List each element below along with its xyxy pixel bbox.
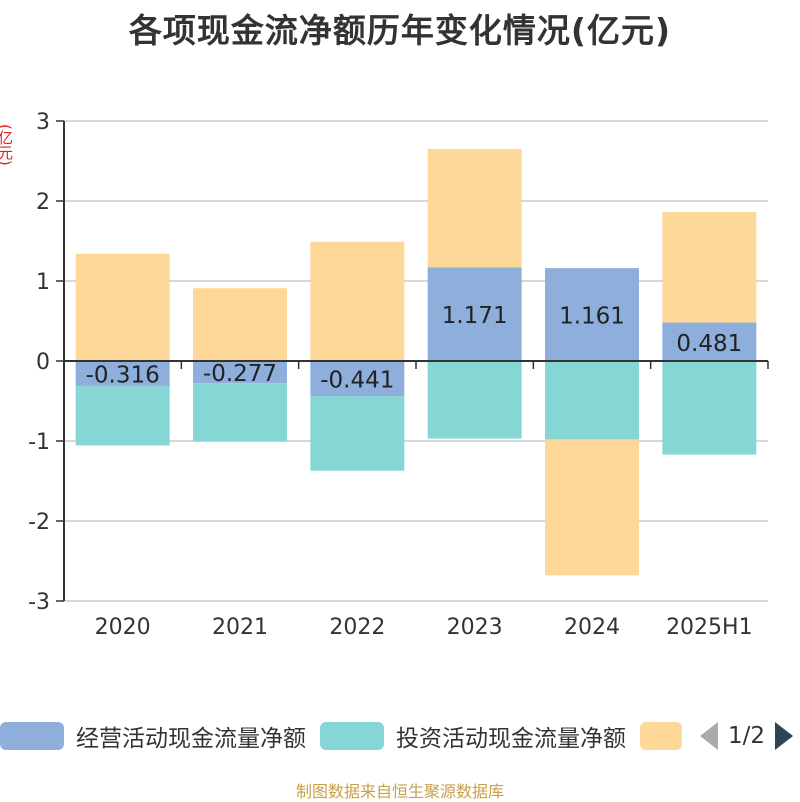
y-tick-label: -3 <box>28 590 50 615</box>
bar-operating <box>310 361 405 397</box>
x-tick-label: 2021 <box>212 615 268 640</box>
bar-financing <box>427 148 522 268</box>
bar-financing <box>310 241 405 361</box>
y-tick-label: 0 <box>36 350 50 375</box>
data-label-operating: -0.277 <box>203 361 277 387</box>
bar-operating <box>193 361 287 384</box>
x-tick-label: 2020 <box>95 615 151 640</box>
y-axis-unit: (亿元) <box>0 124 14 166</box>
bar-investing <box>545 361 639 440</box>
bar-financing <box>662 212 757 323</box>
x-tick-label: 2022 <box>329 615 385 640</box>
bar-investing <box>193 383 287 442</box>
bar-operating <box>662 322 757 361</box>
cash-flow-chart: 3 2 1 0 -1 -2 -3 2020 2021 2022 2023 2024 2025H1 -0.3… <box>28 110 769 640</box>
x-tick-label: 2025H1 <box>666 615 753 640</box>
legend-label-operating: 经营活动现金流量净额 <box>76 726 306 752</box>
legend-item-investing[interactable]: 投资活动现金流量净额 <box>320 716 626 756</box>
y-tick-label: -1 <box>28 430 50 455</box>
legend-label-investing: 投资活动现金流量净额 <box>396 726 626 752</box>
legend-item-financing[interactable] <box>640 716 682 756</box>
y-tick-label: 3 <box>36 110 50 135</box>
data-label-operating: -0.441 <box>320 368 394 394</box>
data-source-note: 制图数据来自恒生聚源数据库 <box>295 782 504 801</box>
bar-investing <box>662 361 757 455</box>
legend-prev-page-icon[interactable] <box>700 722 718 750</box>
legend-swatch-operating <box>0 722 64 750</box>
legend-item-operating[interactable]: 经营活动现金流量净额 <box>0 716 306 756</box>
bar-financing <box>545 439 639 576</box>
bar-investing <box>75 386 170 446</box>
legend-pager: 1/2 <box>700 716 794 756</box>
data-label-operating: -0.316 <box>86 363 160 389</box>
legend-next-page-icon[interactable] <box>775 722 794 750</box>
legend-swatch-investing <box>320 722 384 750</box>
bar-operating <box>545 268 639 361</box>
y-tick-label: 2 <box>36 190 50 215</box>
bar-financing <box>75 253 170 361</box>
legend-page-indicator: 1/2 <box>728 723 766 749</box>
bar-operating <box>75 361 170 387</box>
x-tick-label: 2023 <box>447 615 503 640</box>
chart-title: 各项现金流净额历年变化情况(亿元) <box>128 11 672 50</box>
bar-investing <box>427 361 522 439</box>
bar-financing <box>193 288 287 361</box>
data-label-operating: 1.161 <box>559 304 625 330</box>
data-label-operating: 1.171 <box>442 303 508 329</box>
x-tick-label: 2024 <box>564 615 620 640</box>
legend-swatch-financing <box>640 722 682 750</box>
bar-investing <box>310 396 405 471</box>
legend: 经营活动现金流量净额 投资活动现金流量净额 1/2 <box>0 716 800 756</box>
bar-operating <box>427 267 522 361</box>
y-tick-label: -2 <box>28 510 50 535</box>
y-tick-label: 1 <box>36 270 50 295</box>
data-label-operating: 0.481 <box>676 331 742 357</box>
